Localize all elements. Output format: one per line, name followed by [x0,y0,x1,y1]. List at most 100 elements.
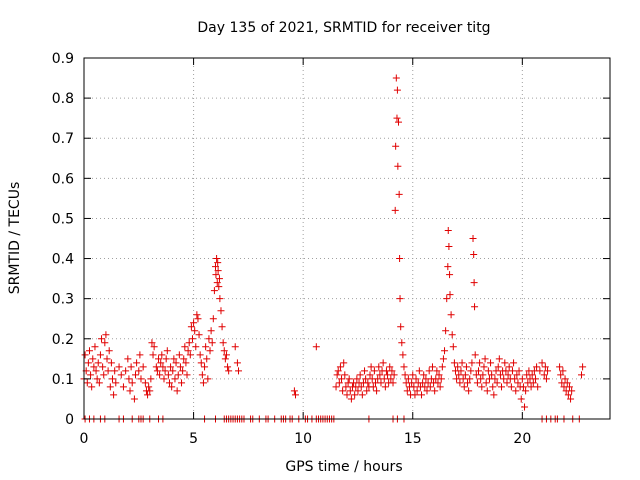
data-point [364,379,372,387]
data-point [347,395,355,403]
data-point [126,387,134,395]
data-point [171,375,179,383]
data-point [135,367,143,375]
data-point [556,363,564,371]
data-point [155,355,163,363]
data-point [220,347,228,355]
data-point [208,339,216,347]
data-point [384,371,392,379]
data-point [132,371,140,379]
data-point [400,363,408,371]
data-point [513,371,521,379]
data-point [502,367,510,375]
data-point [89,355,97,363]
data-point [475,367,482,375]
data-point [83,379,91,387]
data-point [107,359,115,367]
data-point [168,383,176,391]
data-point [450,359,458,367]
data-point [174,371,182,379]
data-point [447,311,455,319]
data-point [408,379,416,387]
data-point [194,315,202,323]
data-point [431,387,439,395]
data-point [336,363,344,371]
y-tick-label: 0.5 [52,211,74,227]
data-point [214,259,222,267]
data-point [146,387,154,395]
data-point [396,255,404,263]
data-point [404,375,412,383]
data-point [173,387,181,395]
data-point [144,391,152,399]
data-point [393,114,401,122]
data-point [366,371,374,379]
data-point [483,387,491,395]
data-point [169,367,177,375]
data-point [130,395,138,403]
data-point [411,391,419,399]
data-point [476,359,484,367]
data-point [85,347,93,355]
data-point [149,351,157,359]
data-point [119,383,127,391]
data-point [458,359,466,367]
data-point [192,343,200,351]
data-point [376,371,384,379]
data-point [340,359,348,367]
data-point [100,371,108,379]
data-point [95,379,103,387]
data-point [136,351,144,359]
data-point [467,367,475,375]
data-point [540,371,548,379]
y-tick-label: 0.9 [52,51,74,67]
data-point [224,363,232,371]
data-point [521,403,529,411]
data-point [90,363,98,371]
data-point [163,347,171,355]
data-point [87,371,95,379]
data-point [363,387,371,395]
data-point [446,271,454,279]
data-point [99,363,107,371]
data-point [494,363,502,371]
data-point [94,359,102,367]
data-point [161,367,169,375]
data-point [393,86,401,94]
data-point [160,375,168,383]
data-point [468,359,476,367]
data-point [178,379,186,387]
data-point [152,363,160,371]
data-point [213,279,221,287]
data-point [361,367,369,375]
data-point [578,371,586,379]
x-tick-label: 5 [189,431,198,447]
data-point [158,351,166,359]
data-point [98,335,106,343]
data-point [193,311,201,319]
data-point [490,391,498,399]
data-point [381,383,389,391]
data-point [197,359,205,367]
data-point [488,371,496,379]
data-point [456,379,464,387]
data-point [377,379,385,387]
data-point [233,359,241,367]
data-point [367,363,375,371]
data-point [479,371,487,379]
data-point [210,287,218,295]
data-point [403,387,411,395]
data-point [369,383,377,391]
data-point [110,391,118,399]
data-point [471,303,479,311]
data-point [91,343,99,351]
data-point [442,327,450,335]
data-point [164,371,172,379]
x-tick-label: 20 [513,431,531,447]
data-point [443,295,451,303]
data-point [541,363,549,371]
data-point [544,367,552,375]
data-point [538,359,546,367]
